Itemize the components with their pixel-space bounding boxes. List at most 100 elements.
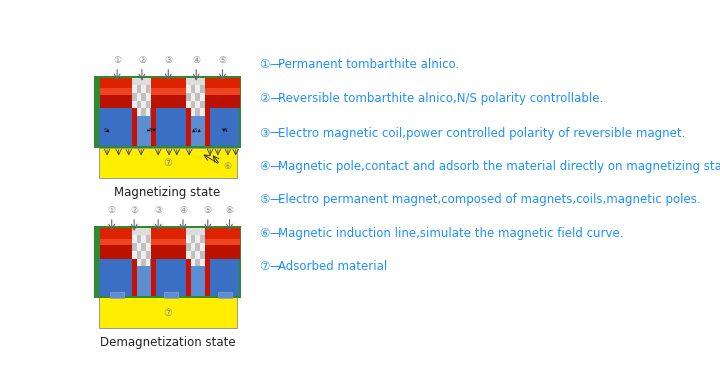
Bar bbox=[205, 239, 240, 245]
Text: ►N▼: ►N▼ bbox=[147, 127, 156, 132]
Text: Demagnetization state: Demagnetization state bbox=[99, 336, 235, 349]
Bar bbox=[205, 78, 240, 95]
Text: ▼N: ▼N bbox=[222, 127, 228, 132]
Text: Magnetic induction line,simulate the magnetic field curve.: Magnetic induction line,simulate the mag… bbox=[277, 227, 623, 241]
Bar bbox=[137, 259, 141, 266]
Bar bbox=[186, 259, 191, 266]
Text: —: — bbox=[269, 58, 281, 71]
Bar bbox=[205, 259, 239, 296]
Text: ⑥: ⑥ bbox=[225, 206, 233, 215]
Bar bbox=[132, 108, 137, 146]
Bar bbox=[132, 78, 151, 108]
Text: ⑦: ⑦ bbox=[163, 308, 172, 318]
Bar bbox=[137, 251, 141, 259]
Bar bbox=[186, 251, 191, 259]
Bar bbox=[94, 76, 241, 148]
Bar bbox=[137, 101, 141, 108]
Bar bbox=[151, 245, 186, 259]
Bar bbox=[141, 93, 145, 101]
Text: ④: ④ bbox=[179, 206, 187, 215]
Bar bbox=[195, 259, 200, 266]
Bar bbox=[186, 228, 205, 259]
Bar bbox=[191, 259, 195, 266]
Text: S▲: S▲ bbox=[104, 127, 110, 132]
Bar bbox=[100, 239, 132, 245]
Bar bbox=[205, 108, 210, 146]
Text: ▲S▲: ▲S▲ bbox=[192, 127, 202, 132]
Bar bbox=[186, 101, 191, 108]
Bar bbox=[200, 93, 204, 101]
Text: —: — bbox=[269, 193, 281, 206]
Bar bbox=[195, 85, 200, 93]
Bar bbox=[145, 93, 150, 101]
Bar bbox=[200, 243, 204, 251]
Bar bbox=[99, 259, 238, 296]
Bar bbox=[99, 296, 238, 328]
Bar bbox=[141, 259, 145, 266]
Bar bbox=[151, 108, 156, 146]
Text: —: — bbox=[269, 127, 281, 139]
Bar bbox=[195, 108, 200, 116]
Bar bbox=[195, 243, 200, 251]
Bar bbox=[191, 85, 195, 93]
Bar bbox=[200, 108, 204, 116]
Bar bbox=[191, 235, 195, 243]
Text: ⑤: ⑤ bbox=[204, 206, 212, 215]
Bar bbox=[141, 101, 145, 108]
Bar bbox=[99, 259, 132, 296]
Text: ⑥: ⑥ bbox=[259, 227, 269, 241]
Bar bbox=[151, 95, 186, 108]
Bar bbox=[141, 108, 145, 116]
Bar bbox=[200, 235, 204, 243]
Bar bbox=[145, 108, 150, 116]
Bar bbox=[205, 228, 240, 245]
Text: Reversible tombarthite alnico,N/S polarity controllable.: Reversible tombarthite alnico,N/S polari… bbox=[277, 92, 603, 105]
Bar bbox=[137, 85, 141, 93]
Bar bbox=[94, 226, 241, 298]
Bar bbox=[200, 251, 204, 259]
Bar bbox=[200, 85, 204, 93]
Text: Adsorbed material: Adsorbed material bbox=[277, 260, 387, 273]
Bar bbox=[132, 85, 137, 93]
Text: —: — bbox=[269, 159, 281, 173]
Text: —: — bbox=[269, 260, 281, 273]
Bar bbox=[151, 259, 156, 296]
Bar bbox=[99, 108, 132, 146]
Bar bbox=[186, 93, 191, 101]
Bar bbox=[186, 108, 191, 116]
Text: ⑦: ⑦ bbox=[163, 158, 172, 168]
Text: ①: ① bbox=[259, 58, 269, 71]
Text: ⑥: ⑥ bbox=[223, 162, 231, 171]
Text: Magnetizing state: Magnetizing state bbox=[114, 186, 220, 199]
Bar bbox=[137, 235, 141, 243]
Bar bbox=[191, 101, 195, 108]
Bar bbox=[205, 259, 210, 296]
Bar bbox=[164, 292, 179, 298]
Bar bbox=[141, 235, 145, 243]
Text: Electro permanent magnet,composed of magnets,coils,magnetic poles.: Electro permanent magnet,composed of mag… bbox=[277, 193, 700, 206]
Text: ③: ③ bbox=[154, 206, 162, 215]
Bar bbox=[100, 78, 132, 95]
Bar bbox=[200, 101, 204, 108]
Bar bbox=[100, 88, 132, 95]
Bar bbox=[195, 251, 200, 259]
Bar bbox=[191, 93, 195, 101]
Bar bbox=[191, 243, 195, 251]
Bar bbox=[151, 78, 186, 95]
Text: ④: ④ bbox=[192, 56, 200, 65]
Bar bbox=[132, 235, 137, 243]
Text: ④: ④ bbox=[259, 159, 269, 173]
Bar bbox=[145, 259, 150, 266]
Bar bbox=[151, 88, 186, 95]
Bar bbox=[191, 251, 195, 259]
Text: —: — bbox=[269, 92, 281, 105]
Bar bbox=[205, 95, 240, 108]
Bar bbox=[145, 85, 150, 93]
Text: ⑤: ⑤ bbox=[259, 193, 269, 206]
Bar bbox=[132, 108, 137, 116]
Bar bbox=[110, 292, 124, 298]
Bar bbox=[186, 235, 191, 243]
Bar bbox=[132, 101, 137, 108]
Bar bbox=[100, 245, 132, 259]
Bar bbox=[137, 243, 141, 251]
